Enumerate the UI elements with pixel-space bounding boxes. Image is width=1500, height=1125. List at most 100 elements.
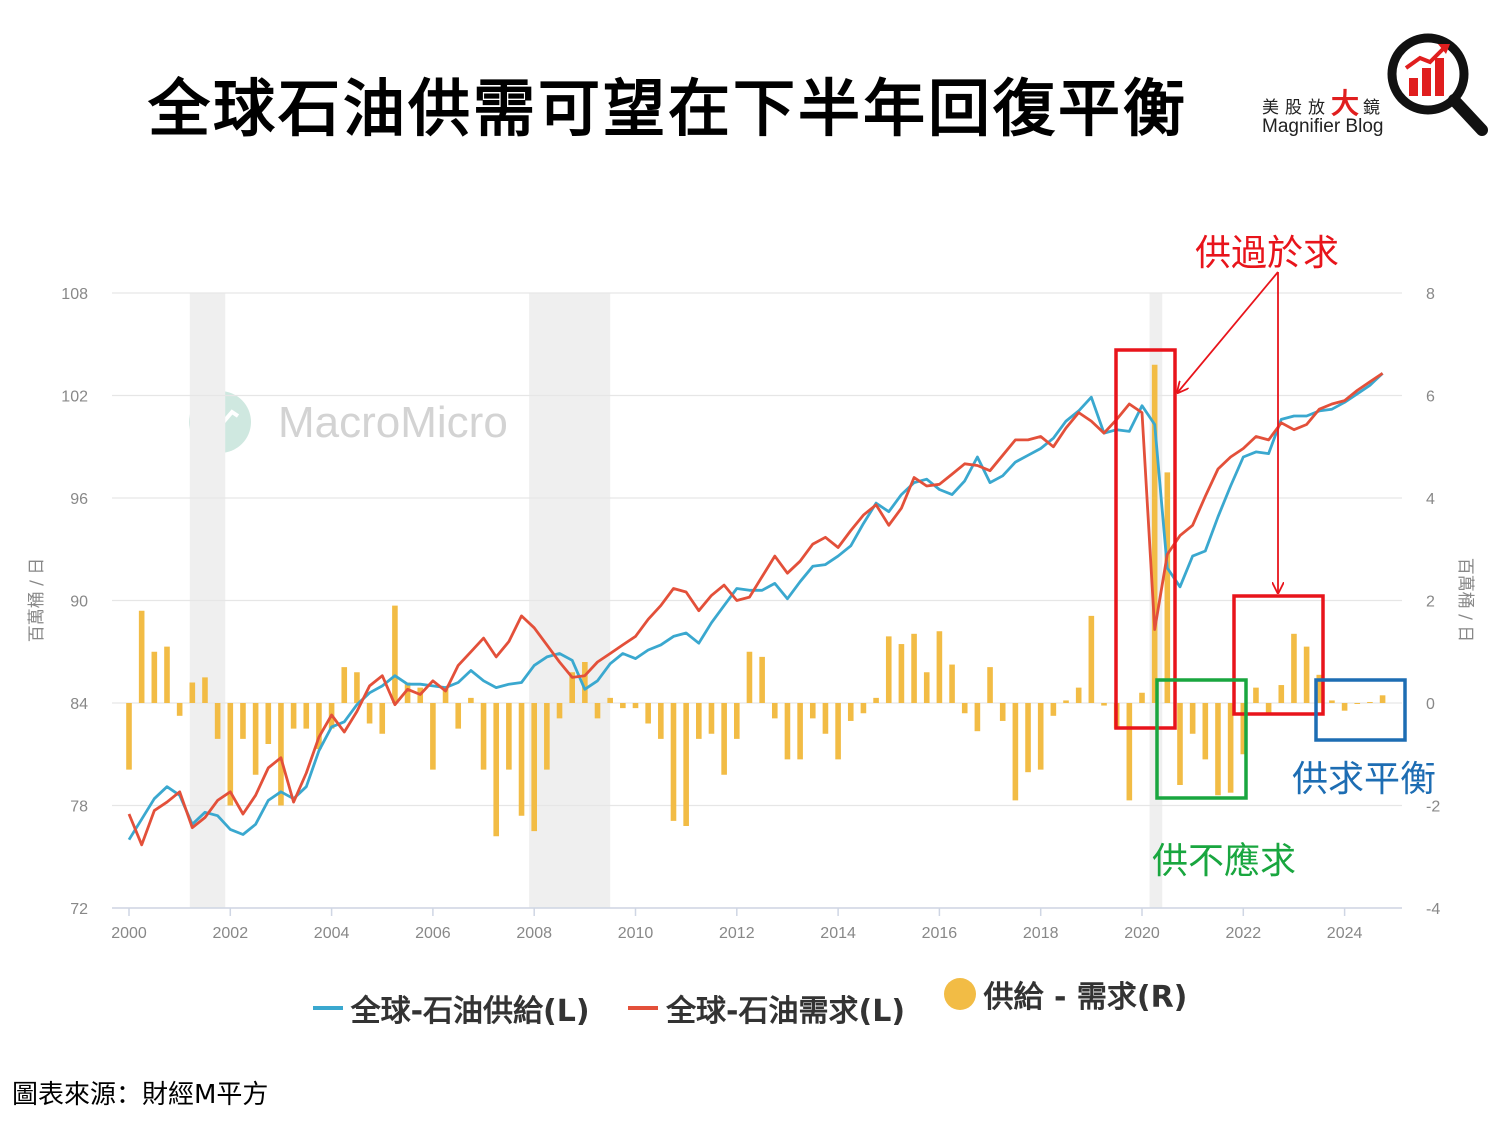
diff-bar: [911, 633, 917, 703]
diff-bar: [746, 651, 753, 703]
diff-bar: [873, 697, 879, 703]
diff-bar: [987, 667, 993, 703]
diff-bar: [949, 664, 955, 703]
diff-bar: [493, 703, 500, 837]
diff-bar: [531, 703, 537, 832]
diff-bar: [556, 703, 563, 719]
legend-demand-label: 全球-石油需求(L): [666, 994, 906, 1029]
left-axis-title: 百萬桶 / 日: [27, 558, 47, 643]
diff-bar: [607, 697, 613, 703]
diff-bar: [544, 703, 550, 770]
diff-bar: [1025, 703, 1031, 773]
diff-bar: [290, 703, 297, 729]
legend-diff-swatch: [943, 978, 976, 1010]
diff-bar: [252, 703, 259, 775]
diff-bar: [126, 703, 132, 770]
diff-bar: [999, 703, 1006, 721]
diff-bar: [404, 682, 411, 703]
diff-bar: [430, 703, 436, 770]
annotation-undersupply: 供不應求: [1152, 841, 1297, 882]
diff-bar: [1088, 615, 1095, 703]
diff-bar: [1329, 700, 1335, 703]
left-tick-label: 78: [70, 799, 88, 816]
diff-bar: [784, 703, 791, 760]
diff-bar: [354, 672, 360, 703]
logo-english-text: Magnifier Blog: [1262, 116, 1384, 137]
diff-bar: [620, 703, 626, 709]
diff-bar: [759, 656, 765, 703]
diff-bar: [670, 703, 677, 821]
diff-bar: [1012, 703, 1019, 801]
legend-demand-swatch: [628, 1006, 659, 1010]
diff-bar: [683, 703, 689, 826]
x-tick-label: 2018: [1023, 925, 1059, 942]
diff-bar: [303, 703, 310, 729]
diff-bar: [696, 703, 702, 739]
diff-bar: [582, 662, 588, 703]
left-tick-label: 72: [70, 901, 88, 918]
diff-bar: [341, 667, 348, 703]
diff-bar: [202, 677, 208, 703]
arrow-to-2020: [1178, 271, 1279, 392]
magnifier-blog-logo: 美股放大鏡 Magnifier Blog: [1258, 28, 1490, 143]
supply-line: [127, 372, 1384, 841]
legend-supply-swatch: [312, 1006, 343, 1010]
diff-bar: [1101, 703, 1107, 706]
diff-bar: [1050, 703, 1057, 716]
legend-item-demand[interactable]: 全球-石油需求(L): [628, 986, 905, 1030]
diff-bar: [1253, 687, 1259, 703]
diff-bar: [708, 703, 715, 734]
diff-bar: [1037, 703, 1044, 770]
right-tick-label: 4: [1426, 491, 1435, 508]
x-tick-label: 2010: [618, 925, 654, 942]
diff-bar: [961, 703, 968, 714]
diff-bar: [164, 646, 170, 703]
x-tick-label: 2022: [1226, 925, 1262, 942]
diff-bar: [594, 703, 601, 719]
legend-supply-label: 全球-石油供給(L): [350, 994, 590, 1029]
diff-bar: [176, 703, 183, 716]
source-caption: 圖表來源：財經M平方: [12, 1080, 269, 1110]
diff-bar: [809, 703, 816, 719]
diff-bar: [1202, 703, 1209, 760]
diff-bar: [847, 703, 854, 721]
diff-bar: [1177, 703, 1183, 785]
diff-bar: [974, 703, 981, 732]
diff-bar: [1354, 703, 1361, 704]
legend-diff-label: 供給 - 需求(R): [983, 980, 1188, 1015]
x-tick-label: 2000: [111, 925, 147, 942]
diff-bar: [278, 703, 284, 806]
diff-bar: [265, 703, 272, 744]
diff-bar: [151, 651, 158, 703]
diff-bar: [518, 703, 525, 816]
x-tick-label: 2020: [1124, 925, 1160, 942]
diff-bar: [442, 687, 449, 703]
diff-bar: [1367, 701, 1373, 703]
diff-bar: [1265, 703, 1272, 714]
logo-chinese-text: 美股放大鏡: [1262, 82, 1386, 122]
right-tick-label: 8: [1426, 286, 1435, 303]
diff-bar: [240, 703, 246, 739]
x-tick-label: 2012: [719, 925, 755, 942]
left-tick-label: 96: [70, 491, 88, 508]
diff-bar: [1227, 703, 1234, 793]
diff-bar: [835, 703, 841, 760]
oversupply-box-2020: [1114, 348, 1177, 730]
right-tick-label: -2: [1426, 799, 1440, 816]
diff-bar: [1139, 692, 1145, 703]
diff-bar: [1303, 646, 1310, 703]
right-axis-title: 百萬桶 / 日: [1455, 558, 1475, 643]
diff-bar: [214, 703, 221, 739]
diff-bar: [734, 703, 740, 739]
diff-bar: [189, 682, 196, 703]
x-tick-label: 2016: [922, 925, 958, 942]
legend-item-supply[interactable]: 全球-石油供給(L): [312, 986, 590, 1030]
legend-item-diff[interactable]: 供給 - 需求(R): [943, 972, 1188, 1016]
x-tick-label: 2008: [516, 925, 552, 942]
diff-bar: [1126, 703, 1133, 801]
diff-bar: [822, 703, 829, 734]
x-tick-label: 2024: [1327, 925, 1363, 942]
diff-bar: [860, 703, 867, 714]
diff-bar: [898, 644, 905, 703]
diff-bar: [316, 703, 322, 750]
